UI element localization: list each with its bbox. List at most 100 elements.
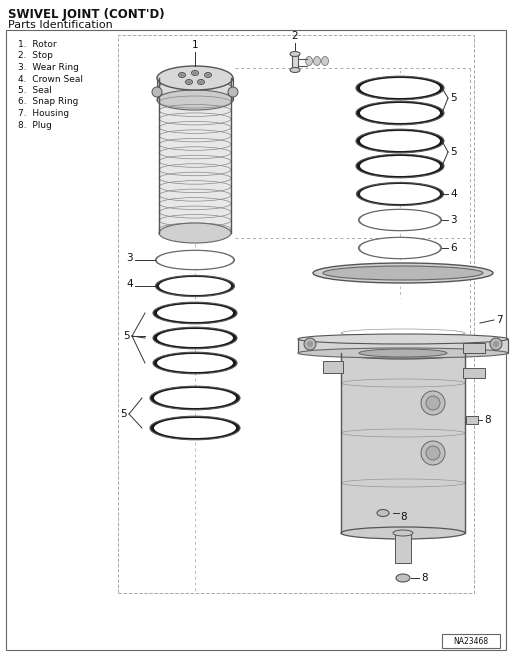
Text: 6.  Snap Ring: 6. Snap Ring (18, 98, 78, 106)
Bar (395, 533, 411, 563)
Ellipse shape (156, 275, 234, 297)
Text: 1.  Rotor: 1. Rotor (18, 40, 57, 49)
Circle shape (307, 341, 313, 347)
Text: 5.  Seal: 5. Seal (18, 86, 52, 95)
Ellipse shape (358, 237, 441, 259)
Circle shape (426, 446, 440, 460)
Text: NA23468: NA23468 (453, 637, 489, 645)
Text: 8.  Plug: 8. Plug (18, 120, 52, 130)
Circle shape (421, 391, 445, 415)
Text: Parts Identification: Parts Identification (8, 20, 113, 30)
Text: 1: 1 (192, 40, 198, 50)
Text: 3: 3 (126, 253, 133, 263)
Ellipse shape (153, 352, 237, 374)
Circle shape (493, 341, 499, 347)
Ellipse shape (154, 418, 236, 438)
Text: 5: 5 (121, 409, 127, 419)
Text: 8: 8 (484, 415, 491, 425)
Ellipse shape (192, 71, 198, 75)
Ellipse shape (157, 354, 233, 372)
Ellipse shape (185, 79, 193, 84)
Ellipse shape (360, 103, 440, 123)
Text: 6: 6 (450, 243, 457, 253)
Text: 2: 2 (291, 31, 298, 41)
Ellipse shape (150, 386, 240, 409)
Ellipse shape (157, 66, 233, 90)
Ellipse shape (199, 81, 203, 84)
Ellipse shape (193, 71, 197, 74)
Ellipse shape (298, 348, 508, 358)
Text: 4: 4 (450, 189, 457, 199)
Bar (118, 35, 474, 593)
Bar (159, 78, 231, 233)
Ellipse shape (321, 57, 329, 65)
Bar (157, 78, 233, 100)
Ellipse shape (153, 327, 237, 349)
Circle shape (228, 87, 238, 97)
Ellipse shape (157, 304, 233, 322)
Text: 5: 5 (450, 93, 457, 103)
Ellipse shape (150, 416, 240, 440)
Ellipse shape (323, 266, 483, 280)
Ellipse shape (356, 182, 443, 206)
Ellipse shape (360, 131, 440, 151)
Ellipse shape (358, 209, 441, 230)
Ellipse shape (360, 210, 440, 230)
Ellipse shape (305, 57, 313, 65)
Ellipse shape (290, 51, 300, 57)
Bar (442, 634, 500, 648)
Ellipse shape (157, 329, 233, 347)
Text: 7: 7 (496, 315, 503, 325)
Ellipse shape (314, 57, 320, 65)
Bar (298, 339, 508, 353)
Ellipse shape (377, 510, 389, 516)
Ellipse shape (187, 81, 191, 84)
Bar (292, 54, 298, 70)
Text: 4.  Crown Seal: 4. Crown Seal (18, 75, 83, 84)
Ellipse shape (356, 129, 444, 153)
Ellipse shape (154, 388, 236, 408)
Ellipse shape (359, 349, 447, 357)
Ellipse shape (360, 156, 440, 176)
Text: 8: 8 (400, 512, 407, 522)
Ellipse shape (298, 334, 508, 344)
Bar (323, 361, 343, 373)
Ellipse shape (156, 250, 234, 270)
Bar (463, 343, 485, 353)
Ellipse shape (290, 67, 300, 73)
Ellipse shape (180, 73, 184, 76)
Ellipse shape (341, 347, 465, 359)
Text: 5: 5 (450, 147, 457, 157)
Ellipse shape (396, 574, 410, 582)
Ellipse shape (356, 76, 444, 100)
Ellipse shape (159, 277, 231, 295)
Ellipse shape (360, 78, 440, 98)
Ellipse shape (356, 154, 444, 178)
Bar (466, 416, 478, 424)
Text: 2.  Stop: 2. Stop (18, 51, 53, 61)
Ellipse shape (204, 73, 212, 77)
Ellipse shape (153, 302, 237, 324)
Ellipse shape (197, 79, 204, 84)
Circle shape (426, 396, 440, 410)
Circle shape (304, 338, 316, 350)
Ellipse shape (360, 238, 440, 258)
Ellipse shape (360, 184, 440, 204)
Ellipse shape (159, 223, 231, 243)
Ellipse shape (206, 73, 210, 76)
Ellipse shape (356, 101, 444, 125)
Text: 8: 8 (421, 573, 427, 583)
Ellipse shape (313, 263, 493, 283)
Bar (463, 368, 485, 378)
Text: 4: 4 (126, 279, 133, 289)
Ellipse shape (179, 73, 185, 77)
Ellipse shape (393, 530, 413, 536)
Circle shape (490, 338, 502, 350)
Ellipse shape (157, 251, 233, 269)
Text: 7.  Housing: 7. Housing (18, 109, 69, 118)
Text: SWIVEL JOINT (CONT'D): SWIVEL JOINT (CONT'D) (8, 8, 165, 21)
Text: 3.  Wear Ring: 3. Wear Ring (18, 63, 79, 72)
Text: 5: 5 (124, 331, 130, 341)
Ellipse shape (341, 527, 465, 539)
Ellipse shape (157, 90, 233, 110)
